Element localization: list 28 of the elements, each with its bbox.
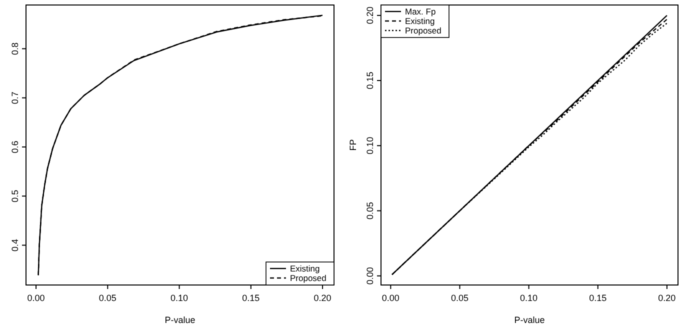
x-tick-label: 0.15	[589, 293, 607, 303]
x-tick-label: 0.20	[658, 293, 676, 303]
y-tick-label: 0.6	[10, 140, 20, 154]
x-tick-label: 0.05	[450, 293, 469, 303]
x-tick-label: 0.10	[170, 293, 188, 303]
x-tick-label: 0.00	[382, 293, 400, 303]
y-tick-label: 0.7	[10, 92, 20, 104]
legend-label: Proposed	[405, 26, 442, 36]
legend-label: Proposed	[290, 273, 327, 283]
legend-label: Max. Fp	[405, 6, 436, 16]
y-tick-label: 0.8	[10, 42, 20, 55]
x-tick-label: 0.05	[98, 293, 116, 303]
legend-label: Existing	[405, 16, 436, 26]
y-tick-label: 0.20	[365, 6, 375, 24]
x-tick-label: 0.15	[242, 293, 260, 303]
x-tick-label: 0.00	[27, 293, 45, 303]
legend-label: Existing	[290, 264, 320, 274]
x-tick-label: 0.10	[520, 293, 538, 303]
y-tick-label: 0.05	[365, 202, 375, 220]
y-tick-label: 0.00	[365, 267, 375, 285]
y-tick-label: 0.5	[10, 190, 20, 202]
y-tick-label: 0.10	[365, 136, 375, 154]
x-tick-label: 0.20	[314, 293, 332, 303]
y-axis-title: FP	[348, 139, 358, 151]
x-axis-title: P-value	[514, 315, 545, 325]
y-tick-label: 0.4	[10, 238, 20, 252]
y-tick-label: 0.15	[365, 72, 375, 90]
x-axis-title: P-value	[164, 315, 196, 325]
